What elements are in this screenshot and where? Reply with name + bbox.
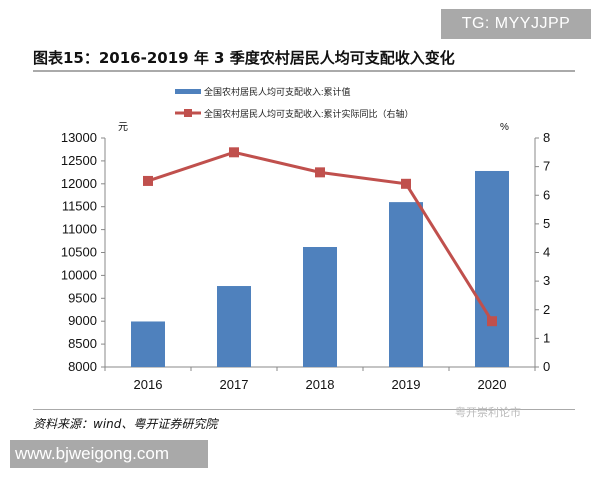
right-tick-label: 2 (543, 302, 550, 317)
line-point-2018 (315, 167, 325, 178)
left-tick-label: 12500 (61, 153, 97, 168)
bar-2018 (303, 247, 337, 367)
x-tick-label: 2016 (134, 377, 163, 392)
line-point-2017 (229, 147, 239, 158)
source-divider (33, 409, 575, 410)
left-tick-label: 9000 (68, 313, 97, 328)
title-divider (33, 70, 575, 72)
x-tick-label: 2018 (306, 377, 335, 392)
line-point-2016 (143, 175, 153, 186)
left-tick-label: 11500 (62, 199, 97, 214)
tg-watermark: TG: MYYJJPP (441, 9, 591, 39)
line-point-2019 (401, 178, 411, 189)
line-point-2020 (487, 316, 497, 327)
left-axis-unit: 元 (118, 122, 128, 133)
right-axis-unit: % (500, 122, 509, 133)
left-tick-label: 8500 (68, 336, 97, 351)
source-note: 资料来源：wind、粤开证券研究院 (33, 417, 218, 431)
legend-swatch-bar (175, 89, 201, 94)
right-tick-label: 3 (543, 273, 550, 288)
left-tick-label: 13000 (61, 130, 97, 145)
right-tick-label: 7 (543, 159, 550, 174)
bar-2019 (389, 202, 423, 367)
left-tick-label: 10500 (61, 245, 97, 260)
bar-2017 (217, 286, 251, 367)
logo-watermark: 粤开崇利论市 (455, 406, 521, 419)
right-tick-label: 1 (543, 330, 550, 345)
x-tick-label: 2017 (220, 377, 249, 392)
legend-label-bar: 全国农村居民人均可支配收入:累计值 (204, 86, 351, 97)
chart-title: 图表15：2016-2019 年 3 季度农村居民人均可支配收入变化 (33, 49, 455, 67)
left-tick-label: 9500 (68, 290, 97, 305)
left-tick-label: 10000 (61, 267, 97, 282)
left-tick-label: 11000 (62, 222, 97, 237)
x-tick-label: 2019 (392, 377, 421, 392)
legend-swatch-marker (184, 109, 192, 117)
right-tick-label: 4 (543, 245, 550, 260)
left-tick-label: 12000 (61, 176, 97, 191)
site-watermark: www.bjweigong.com (10, 440, 208, 468)
bar-2016 (131, 321, 165, 367)
right-tick-label: 6 (543, 187, 550, 202)
bar-2020 (475, 170, 509, 367)
x-tick-label: 2020 (478, 377, 507, 392)
right-tick-label: 8 (543, 130, 550, 145)
right-tick-label: 0 (543, 359, 550, 374)
left-tick-label: 8000 (68, 359, 97, 374)
right-tick-label: 5 (543, 216, 550, 231)
legend-label-line: 全国农村居民人均可支配收入:累计实际同比（右轴） (204, 108, 414, 119)
